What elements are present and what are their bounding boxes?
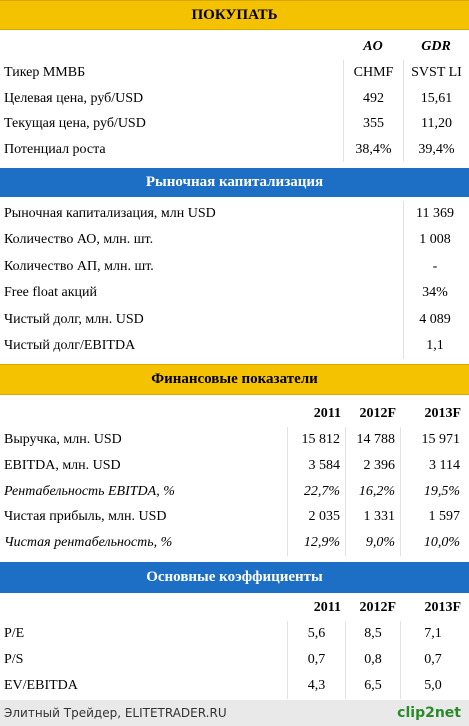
value-cell: 22,7% xyxy=(287,478,345,505)
value-cell: 1 008 xyxy=(403,227,466,254)
value-cell: 2 035 xyxy=(287,504,345,531)
column-header: 2011 xyxy=(313,406,341,421)
value-cell: 3 584 xyxy=(287,452,345,479)
value-cell: 11 369 xyxy=(403,201,466,228)
footer: Элитный Трейдер, ELITETRADER.RU clip2net xyxy=(0,700,469,726)
value-cell: 4,3 xyxy=(287,673,345,699)
value-cell: 15 812 xyxy=(287,427,345,453)
value-cell: 1 331 xyxy=(345,504,400,531)
row-label: Выручка, млн. USD xyxy=(4,432,122,447)
value-cell: CHMF xyxy=(343,60,403,86)
row-label: Целевая цена, руб/USD xyxy=(4,90,144,106)
value-cell: 39,4% xyxy=(403,136,469,162)
source: Элитный Трейдер, ELITETRADER.RU xyxy=(4,706,227,720)
value-cell: 0,7 xyxy=(287,647,345,673)
row-label: Потенциал роста xyxy=(4,141,106,157)
value-cell: 14 788 xyxy=(345,427,400,453)
value-cell: 5,0 xyxy=(400,673,465,699)
row-label: Чистый долг/EBITDA xyxy=(4,338,136,353)
section-bar: Финансовые показатели xyxy=(0,364,469,395)
column-header: 2011 xyxy=(313,600,341,615)
column-header: 2013F xyxy=(424,600,461,615)
value-cell: 1,1 xyxy=(403,333,466,360)
value-cell: 10,0% xyxy=(400,530,465,556)
value-cell: 15 971 xyxy=(400,427,465,453)
row-label: Рыночная капитализация, млн USD xyxy=(4,206,216,221)
column-header: 2013F xyxy=(424,406,461,421)
value-cell: SVST LI xyxy=(403,60,469,86)
value-cell: 7,1 xyxy=(400,621,465,647)
row-label: P/E xyxy=(4,626,25,641)
value-cell: 0,7 xyxy=(400,647,465,673)
row-label: Тикер ММВБ xyxy=(4,65,86,80)
value-cell: 38,4% xyxy=(343,136,403,162)
value-cell: 12,9% xyxy=(287,530,345,556)
value-cell: 19,5% xyxy=(400,478,465,505)
value-cell: 11,20 xyxy=(403,111,469,137)
value-cell: 2 396 xyxy=(345,452,400,479)
row-label: Рентабельность EBITDA, % xyxy=(4,483,175,499)
logo: clip2net xyxy=(397,705,461,721)
value-cell: 8,5 xyxy=(345,621,400,647)
value-cell: 15,61 xyxy=(403,85,469,111)
value-cell: 492 xyxy=(343,85,403,111)
row-label: Количество АП, млн. шт. xyxy=(4,258,154,274)
row-label: Чистая рентабельность, % xyxy=(4,535,173,551)
section-bar: Основные коэффициенты xyxy=(0,562,469,593)
column-header: AO xyxy=(363,39,383,54)
recommendation-bar: ПОКУПАТЬ xyxy=(0,0,469,30)
value-cell: 16,2% xyxy=(345,478,400,505)
value-cell: 355 xyxy=(343,111,403,137)
column-header: 2012F xyxy=(359,600,396,615)
section-bar: Рыночная капитализация xyxy=(0,168,469,197)
row-label: Текущая цена, руб/USD xyxy=(4,116,146,131)
value-cell: 9,0% xyxy=(345,530,400,556)
value-cell: 0,8 xyxy=(345,647,400,673)
row-label: EV/EBITDA xyxy=(4,678,78,693)
value-cell: 1 597 xyxy=(400,504,465,531)
value-cell: 3 114 xyxy=(400,452,465,479)
value-cell: 4 089 xyxy=(403,306,466,333)
value-cell: 6,5 xyxy=(345,673,400,699)
column-header: 2012F xyxy=(359,406,396,421)
row-label: Количество АО, млн. шт. xyxy=(4,232,154,248)
value-cell: 34% xyxy=(403,280,466,307)
column-header: GDR xyxy=(421,39,451,54)
row-label: P/S xyxy=(4,652,24,667)
row-label: Free float акций xyxy=(4,285,98,301)
row-label: EBITDA, млн. USD xyxy=(4,457,121,473)
row-label: Чистая прибыль, млн. USD xyxy=(4,509,167,525)
value-cell: 5,6 xyxy=(287,621,345,647)
value-cell: - xyxy=(403,253,466,281)
row-label: Чистый долг, млн. USD xyxy=(4,311,144,327)
